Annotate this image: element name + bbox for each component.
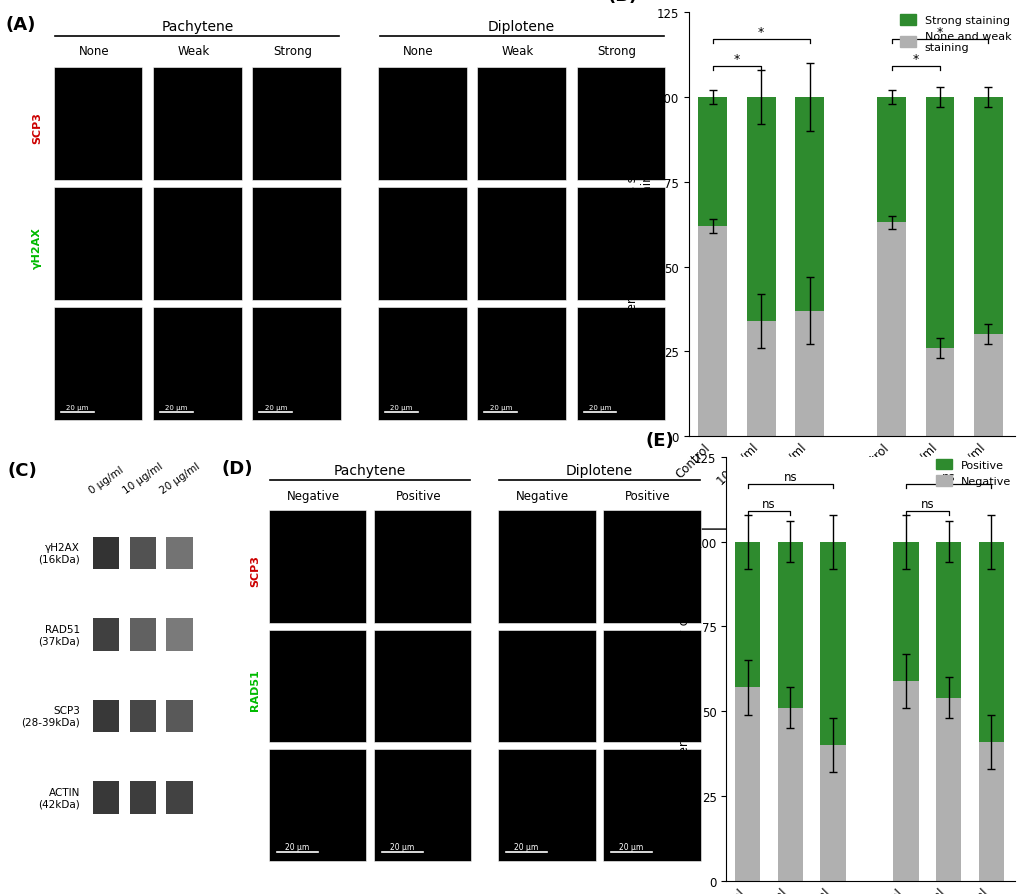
Text: (C): (C) bbox=[7, 462, 37, 480]
Bar bbox=[166, 700, 193, 732]
Text: 20 μm: 20 μm bbox=[514, 841, 538, 851]
Text: Pachytene: Pachytene bbox=[333, 464, 406, 478]
Text: 20 μm: 20 μm bbox=[264, 405, 286, 410]
Text: Pachytene: Pachytene bbox=[729, 559, 794, 572]
Text: 20 μm: 20 μm bbox=[389, 841, 414, 851]
Text: 0 μg/ml: 0 μg/ml bbox=[87, 465, 125, 495]
Text: ns: ns bbox=[919, 497, 933, 510]
Bar bbox=[776, 542, 802, 708]
Bar bbox=[734, 687, 760, 881]
Bar bbox=[166, 619, 193, 651]
Bar bbox=[734, 542, 760, 687]
Text: 10 μg/ml: 10 μg/ml bbox=[121, 461, 164, 495]
Bar bbox=[166, 781, 193, 814]
Bar bbox=[698, 226, 727, 436]
Text: None: None bbox=[78, 45, 109, 58]
Bar bbox=[977, 742, 1004, 881]
Text: Positive: Positive bbox=[395, 489, 440, 502]
Text: *: * bbox=[936, 26, 943, 39]
Bar bbox=[876, 98, 905, 224]
Text: Merge: Merge bbox=[250, 789, 260, 828]
Text: SCP3
(28-39kDa): SCP3 (28-39kDa) bbox=[21, 705, 79, 727]
Text: *: * bbox=[757, 26, 763, 39]
Text: SCP3: SCP3 bbox=[32, 112, 42, 143]
Text: *: * bbox=[734, 54, 740, 66]
Bar bbox=[794, 311, 823, 436]
Text: ns: ns bbox=[941, 470, 955, 484]
Text: Negative: Negative bbox=[516, 489, 569, 502]
Bar bbox=[893, 681, 918, 881]
Bar bbox=[924, 98, 954, 349]
Bar bbox=[776, 708, 802, 881]
Text: 20 μm: 20 μm bbox=[489, 405, 512, 410]
Bar bbox=[977, 542, 1004, 742]
Bar bbox=[934, 698, 961, 881]
Text: (B): (B) bbox=[606, 0, 637, 5]
Bar bbox=[819, 542, 845, 746]
Text: Weak: Weak bbox=[177, 45, 209, 58]
Text: Positive: Positive bbox=[625, 489, 669, 502]
Text: Pachytene: Pachytene bbox=[161, 20, 233, 34]
Bar bbox=[876, 224, 905, 436]
Bar bbox=[973, 98, 1002, 335]
Bar bbox=[93, 700, 119, 732]
Bar bbox=[973, 335, 1002, 436]
Text: ACTIN
(42kDa): ACTIN (42kDa) bbox=[38, 787, 79, 808]
Legend: Strong staining, None and weak
staining: Strong staining, None and weak staining bbox=[895, 11, 1015, 57]
Text: RAD51
(37kDa): RAD51 (37kDa) bbox=[38, 624, 79, 645]
Text: γH2AX
(16kDa): γH2AX (16kDa) bbox=[38, 543, 79, 564]
Text: None: None bbox=[403, 45, 433, 58]
Y-axis label: Percentage of RAD51⁺ oocytes: Percentage of RAD51⁺ oocytes bbox=[678, 579, 691, 759]
Bar bbox=[934, 542, 961, 698]
Text: 20 μm: 20 μm bbox=[165, 405, 187, 410]
Bar bbox=[893, 542, 918, 681]
Bar bbox=[819, 746, 845, 881]
Text: Strong: Strong bbox=[597, 45, 636, 58]
Bar bbox=[166, 537, 193, 569]
Text: 20 μm: 20 μm bbox=[66, 405, 89, 410]
Text: 20 μm: 20 μm bbox=[284, 841, 309, 851]
Text: 20 μm: 20 μm bbox=[390, 405, 413, 410]
Bar bbox=[746, 321, 774, 436]
Text: RAD51: RAD51 bbox=[250, 669, 260, 710]
Y-axis label: Percentage of oocytes showing
distinct γH2AX staining: Percentage of oocytes showing distinct γ… bbox=[626, 133, 653, 316]
Text: (A): (A) bbox=[5, 15, 36, 33]
Text: Weak: Weak bbox=[501, 45, 533, 58]
Text: ns: ns bbox=[761, 497, 775, 510]
Bar bbox=[924, 349, 954, 436]
Text: 20 μm: 20 μm bbox=[588, 405, 610, 410]
Text: Negative: Negative bbox=[286, 489, 339, 502]
Text: Merge: Merge bbox=[32, 348, 42, 387]
Bar bbox=[746, 98, 774, 321]
Text: (E): (E) bbox=[645, 431, 674, 449]
Bar bbox=[129, 537, 156, 569]
Bar bbox=[93, 537, 119, 569]
Legend: Positive, Negative: Positive, Negative bbox=[930, 455, 1014, 492]
Text: ns: ns bbox=[783, 470, 797, 484]
Text: *: * bbox=[912, 54, 918, 66]
Bar bbox=[129, 781, 156, 814]
Bar bbox=[698, 98, 727, 226]
Text: Diplotene: Diplotene bbox=[910, 559, 970, 572]
Text: SCP3: SCP3 bbox=[250, 554, 260, 586]
Text: 20 μm: 20 μm bbox=[619, 841, 643, 851]
Text: Diplotene: Diplotene bbox=[566, 464, 633, 478]
Text: γH2AX: γH2AX bbox=[32, 226, 42, 268]
Text: 20 μg/ml: 20 μg/ml bbox=[158, 461, 201, 495]
Text: Diplotene: Diplotene bbox=[488, 20, 554, 34]
Bar bbox=[794, 98, 823, 311]
Bar bbox=[129, 619, 156, 651]
Bar bbox=[93, 781, 119, 814]
Bar bbox=[129, 700, 156, 732]
Text: Strong: Strong bbox=[273, 45, 312, 58]
Text: (D): (D) bbox=[221, 460, 253, 477]
Bar bbox=[93, 619, 119, 651]
